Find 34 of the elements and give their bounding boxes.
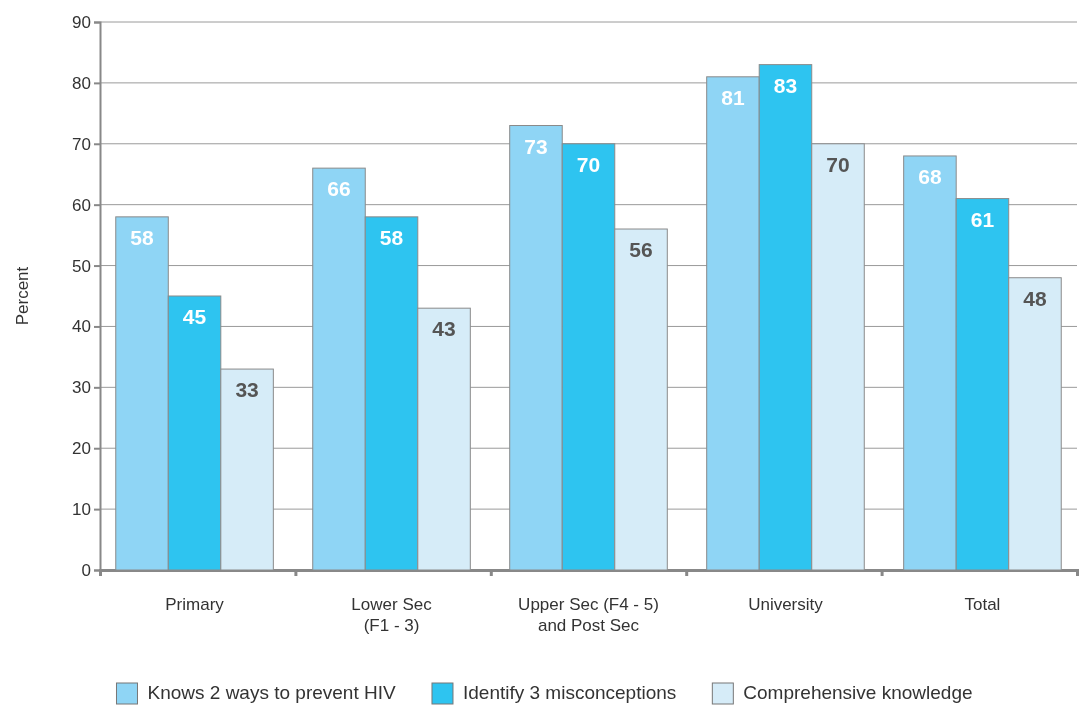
y-tick-label: 20 xyxy=(72,439,91,459)
data-label: 58 xyxy=(379,225,404,249)
y-tick-label: 0 xyxy=(81,560,91,580)
legend-label: Comprehensive knowledge xyxy=(743,682,973,703)
data-label: 66 xyxy=(327,177,351,201)
data-label: 33 xyxy=(235,378,259,402)
x-tick-label: Upper Sec (F4 - 5) and Post Sec xyxy=(518,595,659,635)
y-tick-label: 10 xyxy=(72,500,91,520)
data-label: 73 xyxy=(524,134,548,158)
data-label: 58 xyxy=(130,225,155,249)
data-label: 56 xyxy=(629,238,653,262)
data-label: 45 xyxy=(182,305,207,328)
data-label: 70 xyxy=(826,152,850,176)
data-label: 61 xyxy=(970,207,995,231)
x-tick-label: Primary xyxy=(165,595,225,614)
y-tick-label: 60 xyxy=(72,195,91,215)
y-axis-title: Percent xyxy=(13,266,32,326)
x-tick-label: Total xyxy=(964,595,1001,614)
legend-label: Identify 3 misconceptions xyxy=(462,682,677,703)
data-label: 48 xyxy=(1023,286,1047,310)
data-label: 70 xyxy=(576,152,601,176)
x-tick-label: University xyxy=(748,595,824,614)
data-label: 83 xyxy=(773,73,798,97)
data-label: 81 xyxy=(721,85,745,109)
legend-label: Knows 2 ways to prevent HIV xyxy=(147,682,396,703)
y-tick-label: 50 xyxy=(72,256,91,276)
data-label: 43 xyxy=(432,317,456,341)
x-tick-label: Lower Sec (F1 - 3) xyxy=(351,595,433,635)
y-tick-label: 70 xyxy=(72,134,91,154)
y-tick-label: 40 xyxy=(72,317,91,337)
y-tick-label: 90 xyxy=(72,12,91,32)
y-tick-label: 80 xyxy=(72,73,91,93)
y-tick-label: 30 xyxy=(72,378,91,398)
data-label: 68 xyxy=(918,164,942,188)
